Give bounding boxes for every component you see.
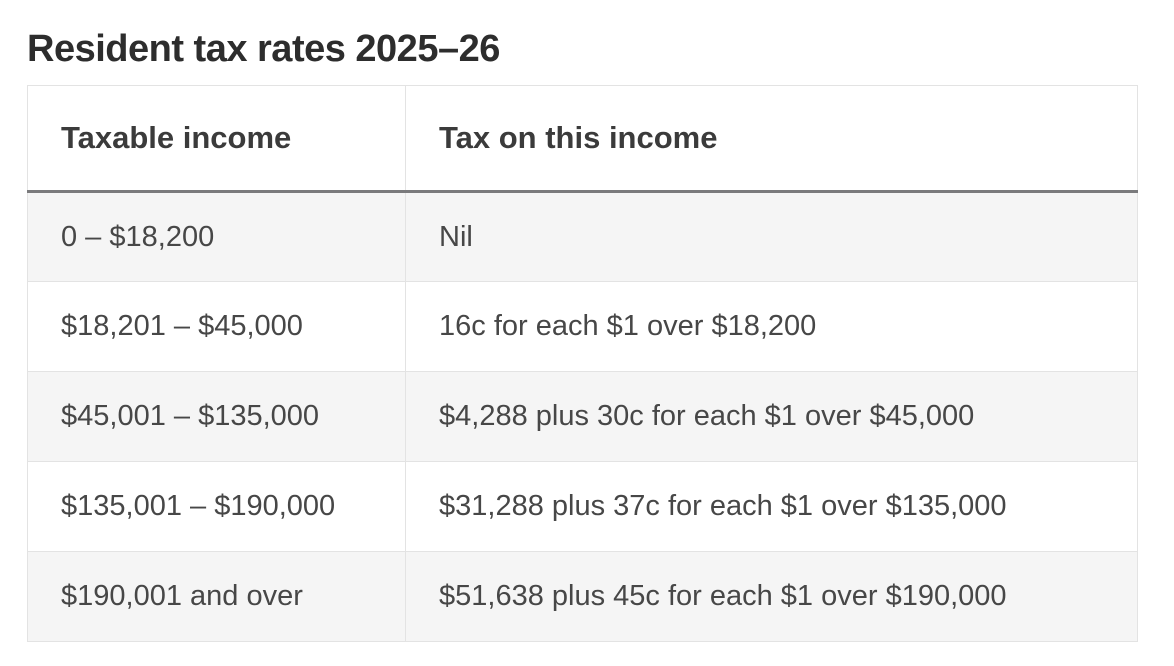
tax-on-income-cell: $51,638 plus 45c for each $1 over $190,0… [405, 551, 1138, 642]
table-header-cell: Tax on this income [405, 85, 1138, 193]
tax-rates-table: Taxable income Tax on this income 0 – $18… [27, 85, 1138, 642]
tax-on-income-cell: 16c for each $1 over $18,200 [405, 281, 1138, 372]
table-row: $18,201 – $45,000 16c for each $1 over $1… [27, 281, 1138, 372]
tax-on-income-cell: $31,288 plus 37c for each $1 over $135,0… [405, 461, 1138, 552]
taxable-income-cell: $190,001 and over [27, 551, 406, 642]
table-row: $45,001 – $135,000 $4,288 plus 30c for ea… [27, 371, 1138, 462]
table-header-cell: Taxable income [27, 85, 406, 193]
table-row: $190,001 and over $51,638 plus 45c for ea… [27, 551, 1138, 642]
tax-on-income-cell: Nil [405, 191, 1138, 282]
table-row: 0 – $18,200 Nil [27, 191, 1138, 282]
table-header: Taxable income Tax on this income [27, 85, 1138, 193]
table-header-row: Taxable income Tax on this income [27, 85, 1138, 193]
table-body: 0 – $18,200 Nil $18,201 – $45,000 16c for e… [27, 191, 1138, 642]
taxable-income-cell: $45,001 – $135,000 [27, 371, 406, 462]
taxable-income-cell: 0 – $18,200 [27, 191, 406, 282]
taxable-income-cell: $18,201 – $45,000 [27, 281, 406, 372]
tax-on-income-cell: $4,288 plus 30c for each $1 over $45,000 [405, 371, 1138, 462]
page-title: Resident tax rates 2025–26 [27, 28, 500, 70]
taxable-income-cell: $135,001 – $190,000 [27, 461, 406, 552]
table-row: $135,001 – $190,000 $31,288 plus 37c for … [27, 461, 1138, 552]
